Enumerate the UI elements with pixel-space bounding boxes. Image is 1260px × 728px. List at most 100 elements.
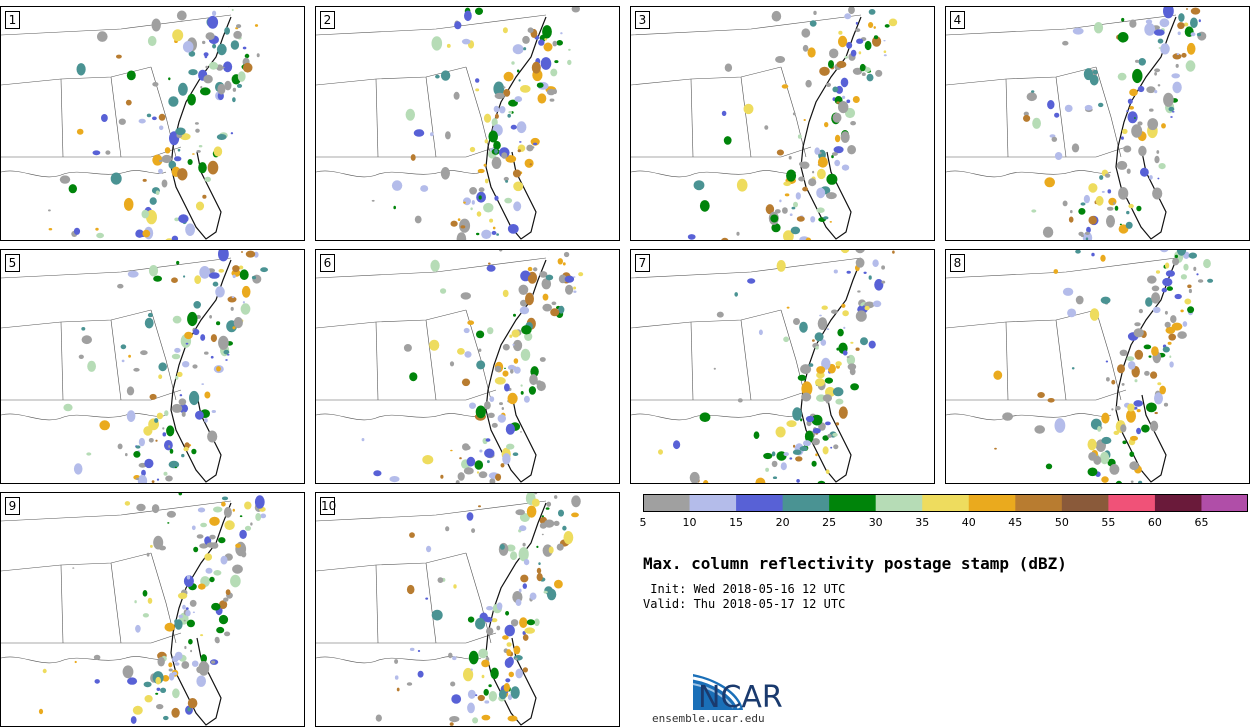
echo-cell <box>503 683 510 692</box>
echo-cell <box>496 602 503 611</box>
state-boundary <box>150 309 177 401</box>
echo-cell <box>205 65 208 69</box>
echo-cell <box>1119 223 1122 226</box>
echo-cell <box>457 218 461 222</box>
echo-cell <box>144 458 154 469</box>
echo-cell <box>1120 136 1124 140</box>
echo-cell <box>1095 195 1104 206</box>
echo-cell <box>212 10 217 16</box>
echo-cell <box>1152 306 1161 314</box>
echo-cell <box>1126 356 1135 362</box>
echo-cell <box>516 121 527 134</box>
state-boundary <box>946 146 1127 158</box>
echo-cell <box>478 195 482 200</box>
reflectivity-colorbar <box>643 494 1248 512</box>
echo-cell <box>463 467 474 475</box>
echo-cell <box>151 504 160 514</box>
echo-cell <box>518 284 529 295</box>
echo-cell <box>1177 22 1185 30</box>
panel-3: 3 <box>630 6 935 241</box>
echo-cell <box>125 99 132 106</box>
echo-cell <box>1075 295 1084 305</box>
echo-cell <box>512 452 519 456</box>
echo-cell <box>723 136 732 145</box>
echo-cell <box>1164 321 1171 328</box>
echo-cell <box>147 312 153 318</box>
echo-cell <box>389 476 400 483</box>
echo-cell <box>1138 58 1146 66</box>
echo-cell <box>1083 194 1090 204</box>
echo-cell <box>453 91 460 100</box>
echo-cell <box>1122 128 1128 134</box>
echo-cell <box>836 101 840 104</box>
echo-cell <box>208 61 219 70</box>
echo-cell <box>786 420 797 428</box>
echo-cell <box>78 354 84 359</box>
echo-cell <box>488 684 492 688</box>
echo-cell <box>92 150 101 156</box>
state-boundary <box>946 309 1097 329</box>
echo-cell <box>1180 274 1187 280</box>
state-boundary <box>316 170 482 178</box>
echo-cell <box>1170 315 1177 324</box>
echo-cell <box>533 267 538 272</box>
echo-cell <box>1150 420 1159 432</box>
echo-cell <box>221 496 229 501</box>
echo-cell <box>855 347 860 351</box>
echo-cell <box>1136 409 1141 413</box>
echo-cell <box>202 194 207 199</box>
echo-cell <box>1105 360 1109 363</box>
echo-cell <box>493 140 501 150</box>
echo-cell <box>1067 308 1077 318</box>
echo-cell <box>467 616 475 623</box>
echo-cell <box>658 449 663 455</box>
echo-cell <box>522 542 526 547</box>
echo-cell <box>1164 310 1168 315</box>
echo-cell <box>1093 455 1102 465</box>
echo-cell <box>758 329 763 336</box>
echo-cell <box>793 318 800 325</box>
colorbar-swatch <box>643 494 691 512</box>
echo-cell <box>125 453 128 457</box>
state-boundary <box>60 564 64 644</box>
echo-cell <box>1164 262 1170 269</box>
echo-cell <box>1123 145 1132 153</box>
echo-cell <box>529 374 538 386</box>
state-boundary <box>1 656 167 664</box>
echo-cell <box>539 271 548 278</box>
echo-cell <box>494 195 499 201</box>
echo-cell <box>1159 18 1170 28</box>
echo-cell <box>232 265 240 273</box>
colorbar-tick: 10 <box>682 516 697 529</box>
echo-cell <box>791 206 796 210</box>
colorbar-tick: 30 <box>868 516 883 529</box>
echo-cell <box>182 361 190 368</box>
echo-cell <box>815 346 819 350</box>
state-boundary <box>946 170 1112 178</box>
echo-cell <box>126 70 136 81</box>
echo-cell <box>1115 405 1121 411</box>
echo-cell <box>536 545 539 548</box>
echo-cell <box>171 353 181 360</box>
state-boundary <box>1055 76 1067 158</box>
echo-cell <box>182 604 186 610</box>
echo-cell <box>440 288 447 294</box>
echo-cell <box>235 543 242 548</box>
echo-cell <box>520 85 531 93</box>
echo-cell <box>186 619 195 628</box>
echo-cell <box>526 619 535 626</box>
echo-cell <box>185 609 191 617</box>
coastline <box>485 259 547 483</box>
echo-cell <box>522 35 530 44</box>
echo-cell <box>1101 476 1109 483</box>
echo-cell <box>1145 19 1153 25</box>
echo-cell <box>841 303 846 308</box>
echo-cell <box>1054 418 1066 433</box>
echo-cell <box>48 209 51 212</box>
state-boundary <box>110 562 122 644</box>
echo-cell <box>1146 402 1157 413</box>
echo-cell <box>493 105 500 113</box>
echo-cell <box>1186 42 1196 55</box>
panel-number: 10 <box>320 497 337 515</box>
state-boundary <box>946 257 1177 279</box>
